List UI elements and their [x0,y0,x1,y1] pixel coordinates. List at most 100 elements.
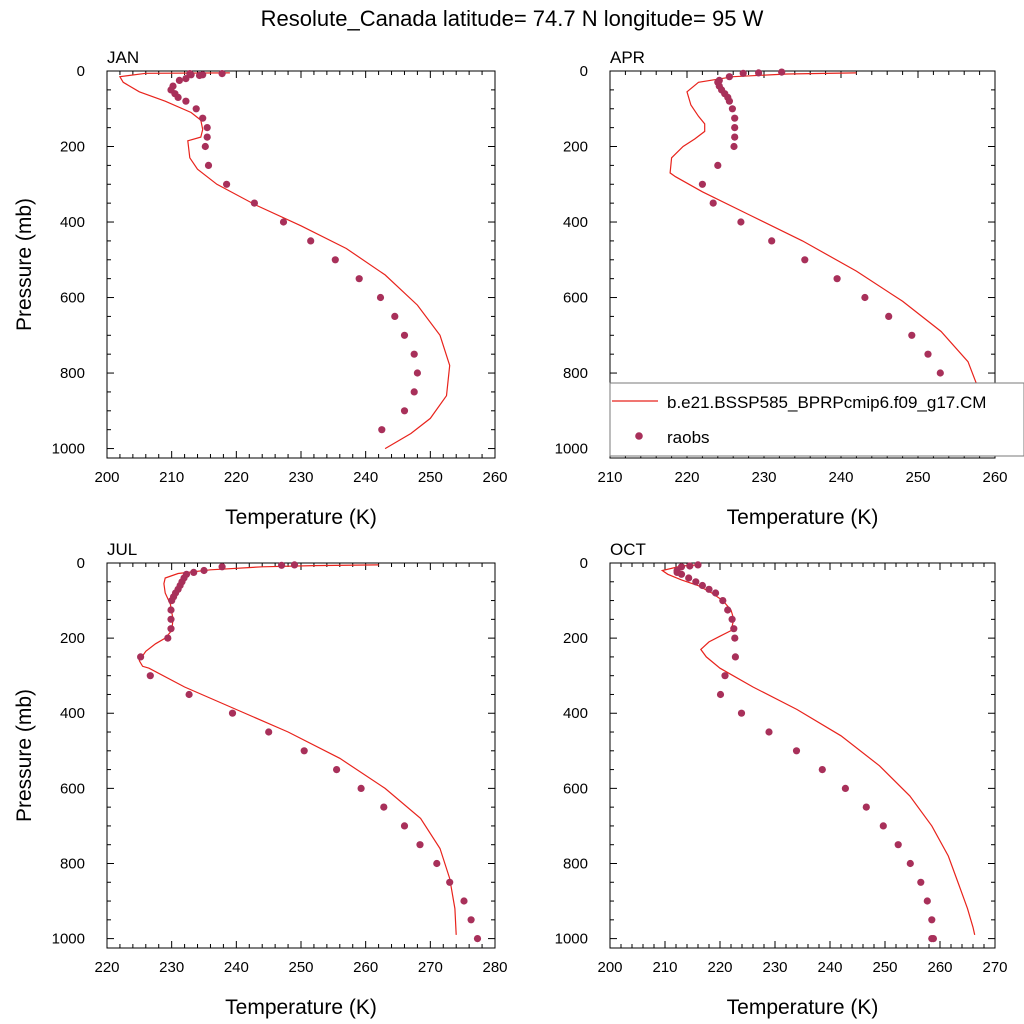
oct-raobs-point [917,878,925,886]
apr-raobs-point [739,69,747,77]
jul-xtick-label: 220 [94,959,119,976]
jan-raobs-point [174,93,182,101]
jul-xtick-label: 270 [418,959,443,976]
jul-raobs-point [228,709,237,717]
oct-raobs-point [728,615,736,623]
jan-raobs-point [307,237,315,245]
jan-ytick-label: 0 [77,63,85,80]
oct-ytick-label: 200 [563,630,588,647]
oct-raobs-point [928,916,936,924]
oct-raobs-point [862,803,870,811]
jan-xtick-label: 200 [94,469,119,486]
jul-raobs-point [473,935,482,943]
jan-raobs-point [400,331,409,339]
jul-raobs-point [218,563,226,571]
apr-raobs-point [924,350,932,358]
apr-raobs-point [885,312,893,320]
jan-ytick-label: 200 [60,139,85,156]
legend: b.e21.BSSP585_BPRPcmip6.f09_g17.CM raobs [609,382,1024,457]
jul-raobs-point [380,803,388,811]
jan-xtick-label: 240 [353,469,378,486]
jan-ytick-label: 600 [60,290,85,307]
jul-raobs-point [167,615,175,623]
jan-ytick-label: 400 [60,214,85,231]
jan-raobs-point [378,426,386,434]
jan-raobs-point [182,97,190,105]
jul-xtick-label: 230 [159,959,184,976]
oct-raobs-point [879,822,887,830]
jul-ytick-label: 400 [60,705,85,722]
oct-raobs-point [685,574,693,582]
oct-ytick-label: 600 [563,780,588,797]
jan-raobs-point [279,218,288,226]
oct-xtick-label: 240 [817,959,842,976]
oct-xtick-label: 260 [927,959,952,976]
apr-xtick-label: 240 [828,469,853,486]
oct-xtick-label: 270 [982,959,1007,976]
jan-raobs-point [376,293,385,302]
jul-panel-title: JUL [107,540,137,559]
jul-plot-frame [106,562,496,949]
jan-raobs-point [223,180,231,188]
oct-xtick-label: 230 [762,959,787,976]
oct-raobs-point [894,841,902,849]
apr-raobs-point [698,180,707,188]
oct-raobs-point [730,625,738,633]
figure-title: Resolute_Canada latitude= 74.7 N longitu… [261,6,764,31]
jul-raobs-point [467,916,475,924]
oct-raobs-point [712,589,720,597]
oct-panel-title: OCT [610,540,646,559]
apr-xtick-label: 210 [597,469,622,486]
jul-raobs-point [416,841,424,849]
panel-jul: 220 230 240 250 260 270 280 0 200 400 600 800 1000 JU… [13,540,508,1019]
oct-raobs-point [928,935,936,943]
jan-ytick-label: 800 [60,365,85,382]
oct-raobs-point [705,585,713,593]
oct-xtick-label: 250 [872,959,897,976]
jul-raobs-point [446,878,454,886]
apr-raobs-point [801,256,809,264]
apr-model-line [669,72,981,450]
jul-raobs-point [168,597,176,605]
jan-raobs-point [331,256,339,264]
jul-raobs-point [357,784,365,793]
jan-raobs-point [400,407,409,415]
jul-model-line [138,564,457,935]
panel-apr: 210 220 230 240 250 260 0 200 400 600 800 1000 APR Te… [555,48,1008,529]
apr-plot-frame [609,70,996,459]
jul-raobs-point [290,561,299,569]
jul-xlabel: Temperature (K) [225,996,377,1019]
legend-obs-marker [635,432,643,440]
jan-xtick-label: 230 [288,469,313,486]
oct-raobs-point [721,672,729,680]
jan-raobs-point [192,105,200,113]
jul-raobs-point [460,897,468,905]
jan-xtick-label: 220 [224,469,249,486]
oct-plot-frame [609,562,996,949]
apr-raobs-point [768,237,776,245]
apr-raobs-point [737,218,745,226]
oct-model-line [660,564,976,936]
jul-xtick-label: 250 [288,959,313,976]
apr-raobs-point [731,124,739,132]
jan-raobs-point [201,142,209,151]
apr-xtick-label: 230 [751,469,776,486]
jan-model-line [118,72,451,450]
jan-raobs-point [195,71,204,80]
jul-raobs-point [146,672,154,680]
oct-raobs-point [716,690,725,699]
oct-raobs-point [765,728,773,736]
apr-ytick-label: 1000 [555,441,588,458]
jan-panel-title: JAN [107,48,139,67]
apr-raobs-point [936,369,944,377]
jan-xlabel: Temperature (K) [225,506,377,529]
apr-xtick-label: 250 [905,469,930,486]
jan-raobs-point [250,199,258,207]
oct-raobs-point [719,597,727,605]
jul-raobs-point [265,728,273,736]
jan-xtick-label: 250 [418,469,443,486]
jan-plot-frame [106,70,496,459]
oct-raobs-point [923,897,931,905]
jul-raobs-point [200,566,208,575]
apr-ytick-label: 800 [563,365,588,382]
